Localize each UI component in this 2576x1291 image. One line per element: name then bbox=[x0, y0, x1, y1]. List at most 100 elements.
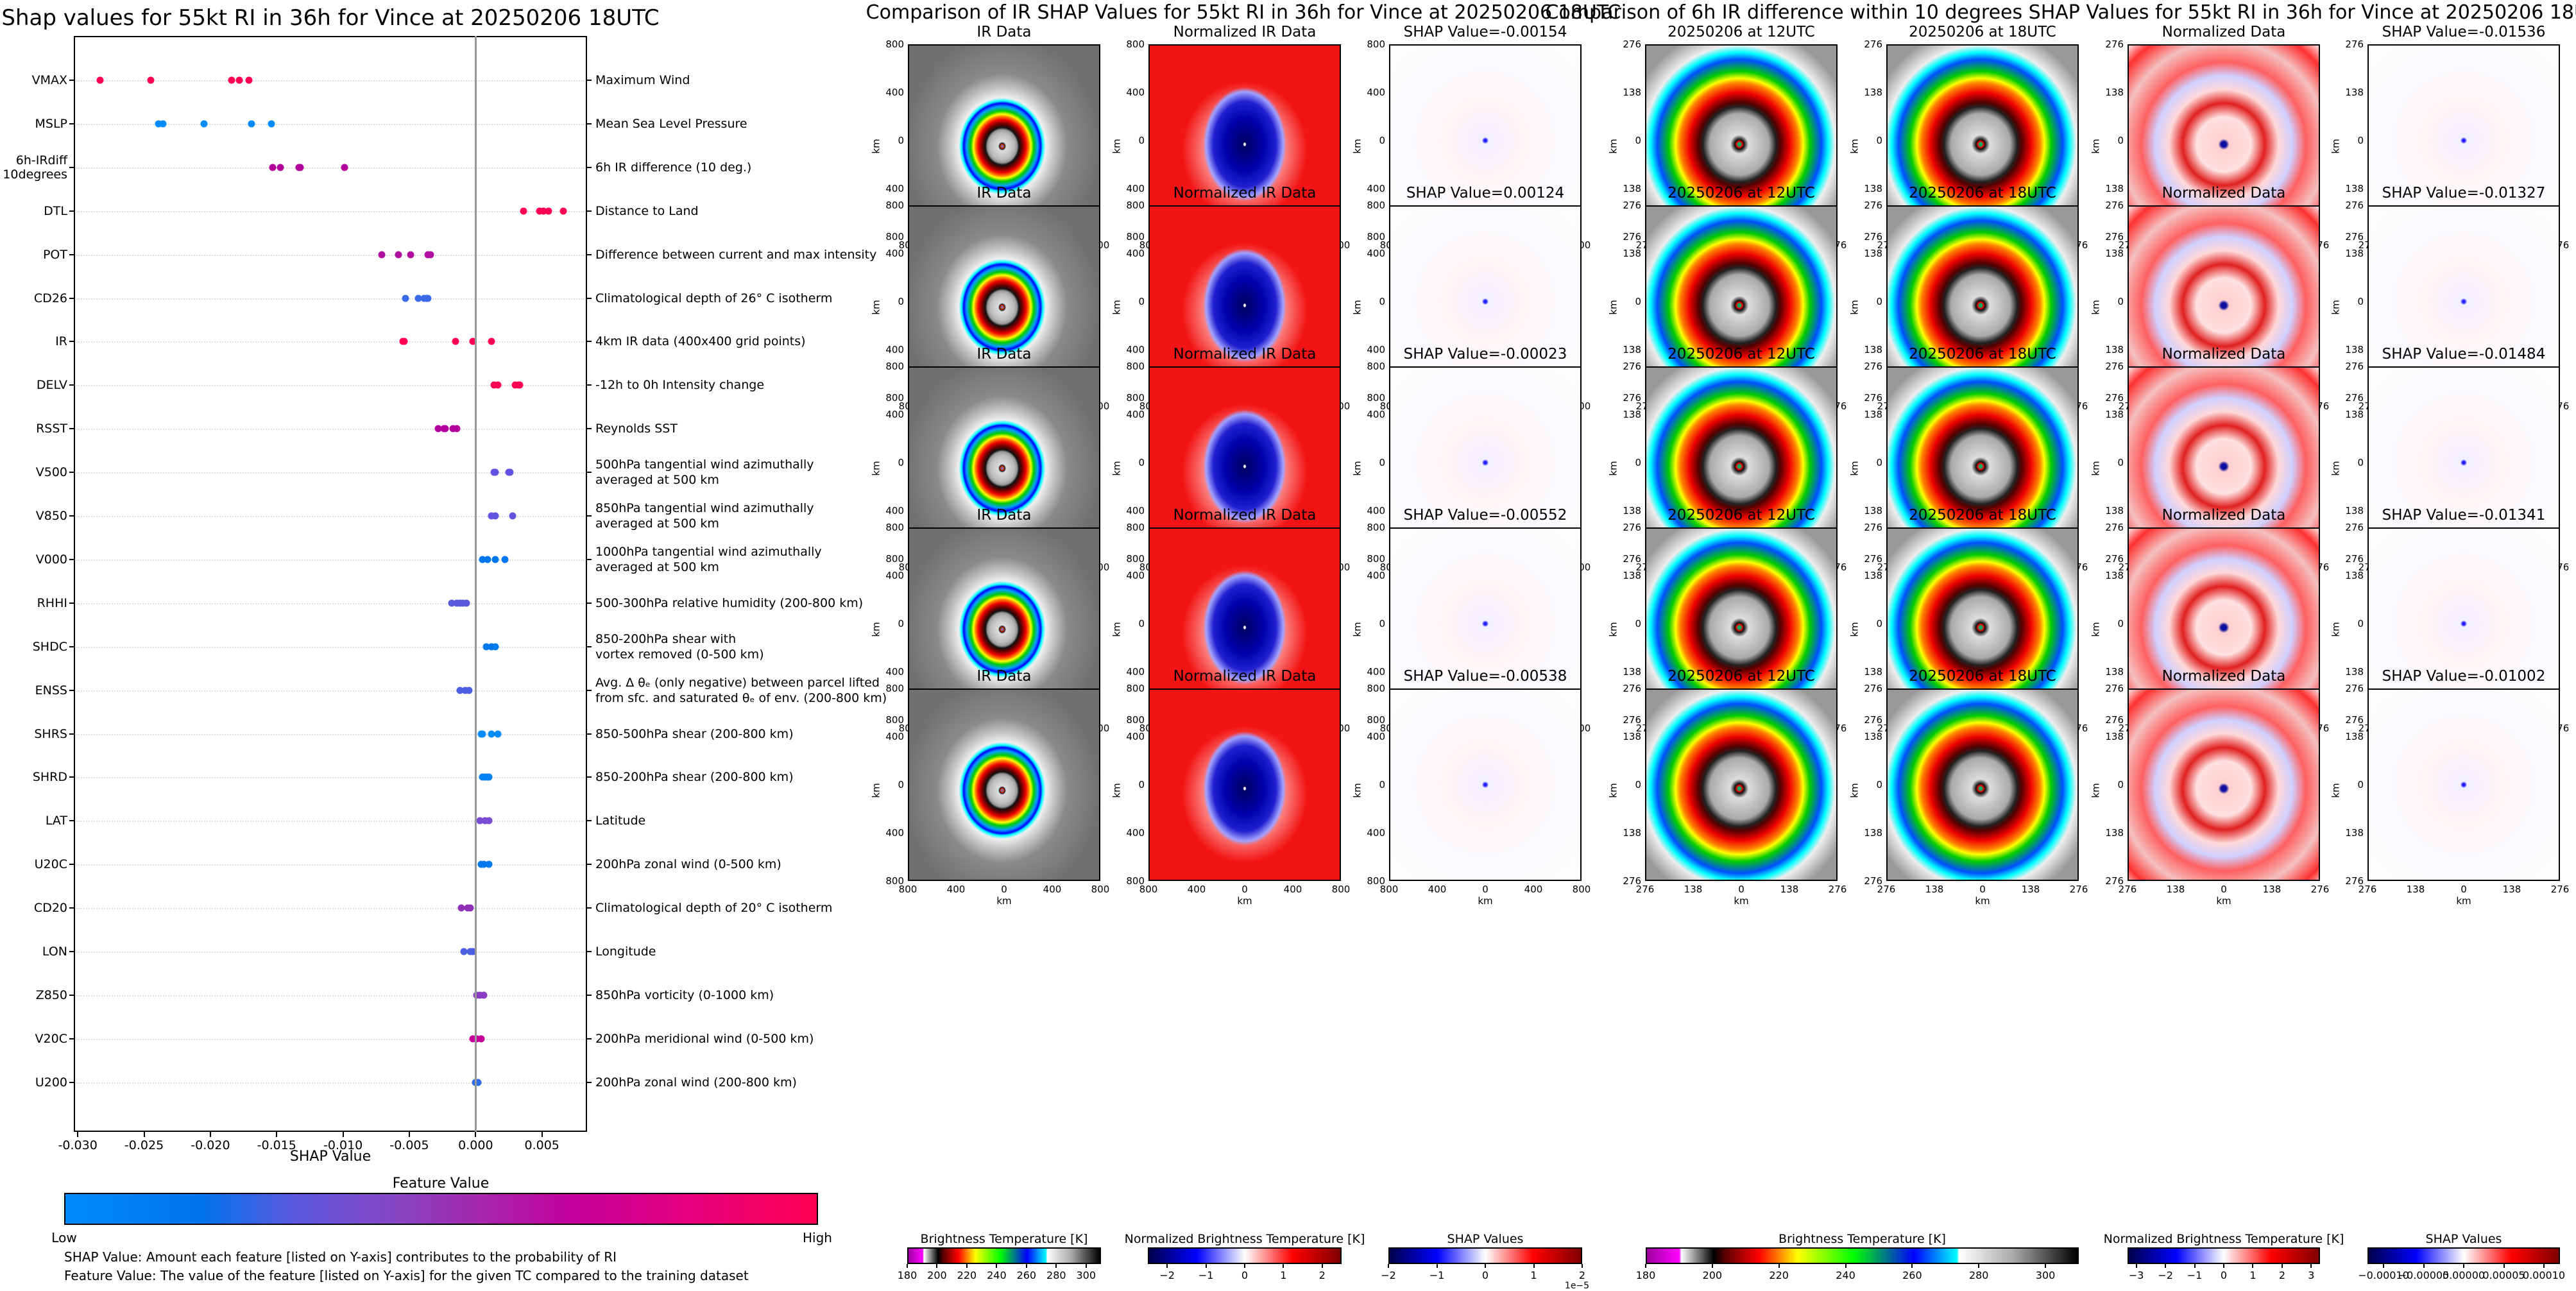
shap-value: -0.00154 bbox=[1500, 24, 1567, 40]
y-tick-label: 276 bbox=[1864, 200, 1882, 211]
feature-label: CD20 bbox=[33, 901, 67, 916]
ir-12utc-panel bbox=[1645, 366, 1838, 559]
y-tick-label: 400 bbox=[885, 731, 904, 742]
y-tick-label: 138 bbox=[2345, 505, 2364, 517]
data-point bbox=[476, 991, 484, 999]
colorbar-tick bbox=[2194, 1264, 2196, 1268]
y-tick-label: 276 bbox=[1623, 361, 1641, 372]
y-tick-label: 276 bbox=[1623, 38, 1641, 50]
data-point bbox=[485, 773, 493, 781]
shap-label-prefix: SHAP Value= bbox=[2382, 507, 2479, 524]
x-tick-label: 400 bbox=[1524, 884, 1543, 895]
irdiff-shap-panel bbox=[2367, 688, 2560, 881]
colorbar-tick bbox=[2423, 1264, 2425, 1268]
y-tick-label: 138 bbox=[2345, 344, 2364, 355]
y-tick bbox=[69, 123, 74, 124]
y-tick-label: 0 bbox=[2117, 135, 2124, 146]
data-point bbox=[453, 425, 461, 432]
x-tick-label: 138 bbox=[2406, 884, 2425, 895]
normalized-temp-colorbar bbox=[1148, 1247, 1342, 1264]
colorbar-tick-label: 200 bbox=[1702, 1269, 1723, 1281]
y-tick bbox=[69, 907, 74, 909]
shap-values-colorbar bbox=[1388, 1247, 1582, 1264]
x-tick-label: -0.005 bbox=[389, 1138, 429, 1152]
irdiff-shap-panel bbox=[2367, 44, 2560, 237]
y-axis-label: km bbox=[1848, 622, 1861, 637]
data-point bbox=[491, 512, 499, 520]
ir-shap-panel-title: SHAP Value=0.00124 bbox=[1406, 185, 1564, 201]
y-tick-right bbox=[587, 384, 592, 386]
y-tick-label: 800 bbox=[885, 522, 904, 533]
data-point bbox=[559, 207, 567, 215]
ir-18utc-panel-title: 20250206 at 18UTC bbox=[1909, 507, 2056, 524]
diff-brightness-temp-colorbar bbox=[1646, 1247, 2079, 1264]
ir-shap-panel-title: SHAP Value=-0.00154 bbox=[1404, 24, 1567, 40]
colorbar-tick-label: −1 bbox=[2187, 1269, 2203, 1281]
data-point bbox=[477, 1035, 485, 1043]
ir-shap-panel-title: SHAP Value=-0.00538 bbox=[1404, 668, 1567, 685]
feature-label: SHRS bbox=[34, 726, 67, 741]
data-point bbox=[509, 512, 516, 520]
normalized-diff-panel-title: Normalized Data bbox=[2162, 507, 2286, 524]
y-tick-label: 800 bbox=[1126, 683, 1145, 694]
colorbar-tick bbox=[2281, 1264, 2283, 1268]
y-tick-label: 800 bbox=[1126, 553, 1145, 565]
colorbar-tick-label: 1 bbox=[1530, 1269, 1537, 1281]
x-axis-label: km bbox=[1734, 895, 1749, 907]
colorbar-tick-label: 0.00000 bbox=[2442, 1269, 2486, 1281]
y-tick-label: 138 bbox=[1623, 731, 1641, 742]
data-point bbox=[488, 512, 495, 520]
colorbar-tick-label: 1 bbox=[1280, 1269, 1287, 1281]
y-tick-right bbox=[587, 428, 592, 430]
y-tick-label: 400 bbox=[1367, 344, 1385, 355]
y-tick-label: 0 bbox=[2117, 618, 2124, 629]
feature-label: DTL bbox=[44, 203, 67, 218]
y-tick-label: 0 bbox=[898, 457, 904, 468]
shap-value: -0.00538 bbox=[1500, 668, 1567, 685]
normalized-diff-panel bbox=[2128, 366, 2320, 559]
y-tick-label: 276 bbox=[1864, 361, 1882, 372]
y-tick-label: 800 bbox=[1367, 392, 1385, 404]
feature-value-note: Feature Value: The value of the feature … bbox=[64, 1268, 749, 1283]
y-tick-label: 138 bbox=[2105, 827, 2124, 839]
x-tick bbox=[475, 1132, 477, 1137]
colorbar-title: Feature Value bbox=[392, 1176, 490, 1192]
y-tick-label: 0 bbox=[1138, 618, 1145, 629]
y-tick-label: 800 bbox=[885, 392, 904, 404]
x-tick-label: -0.015 bbox=[257, 1138, 296, 1152]
y-tick-label: 138 bbox=[1623, 505, 1641, 517]
shap-label-prefix: SHAP Value= bbox=[2382, 346, 2479, 363]
x-tick bbox=[541, 1132, 543, 1137]
y-tick-label: 0 bbox=[1635, 296, 1641, 307]
y-tick-label: 0 bbox=[1379, 779, 1385, 791]
y-tick-label: 0 bbox=[1876, 779, 1882, 791]
feature-description: 200hPa zonal wind (200-800 km) bbox=[595, 1075, 797, 1090]
y-tick-label: 276 bbox=[2105, 522, 2124, 533]
colorbar-tick bbox=[907, 1264, 908, 1268]
data-point bbox=[469, 1035, 477, 1043]
y-axis-label: km bbox=[1848, 139, 1861, 154]
y-tick-right bbox=[587, 646, 592, 647]
ir-18utc-panel bbox=[1886, 366, 2079, 559]
ir-18utc-panel-title: 20250206 at 18UTC bbox=[1909, 346, 2056, 363]
colorbar-tick-label: −0.00010 bbox=[2358, 1269, 2409, 1281]
data-point bbox=[461, 687, 469, 694]
y-tick-label: 138 bbox=[2345, 409, 2364, 420]
data-point bbox=[200, 120, 208, 128]
y-tick-right bbox=[587, 907, 592, 909]
x-tick bbox=[276, 1132, 278, 1137]
shap-label-prefix: SHAP Value= bbox=[1403, 507, 1501, 524]
colorbar-tick-label: 0.00005 bbox=[2482, 1269, 2525, 1281]
y-axis-label: km bbox=[1848, 783, 1861, 798]
colorbar-tick bbox=[1778, 1264, 1780, 1268]
x-tick-label: 800 bbox=[1091, 884, 1110, 895]
y-tick-label: 800 bbox=[1367, 231, 1385, 243]
gridline bbox=[76, 733, 584, 735]
x-tick-label: 276 bbox=[1635, 884, 1655, 895]
x-tick bbox=[77, 1132, 79, 1137]
feature-label: LON bbox=[42, 945, 67, 959]
gridline bbox=[76, 254, 584, 256]
y-tick-label: 138 bbox=[2105, 570, 2124, 581]
ir-data-panel-title: IR Data bbox=[977, 185, 1032, 201]
y-tick-label: 138 bbox=[2345, 666, 2364, 678]
